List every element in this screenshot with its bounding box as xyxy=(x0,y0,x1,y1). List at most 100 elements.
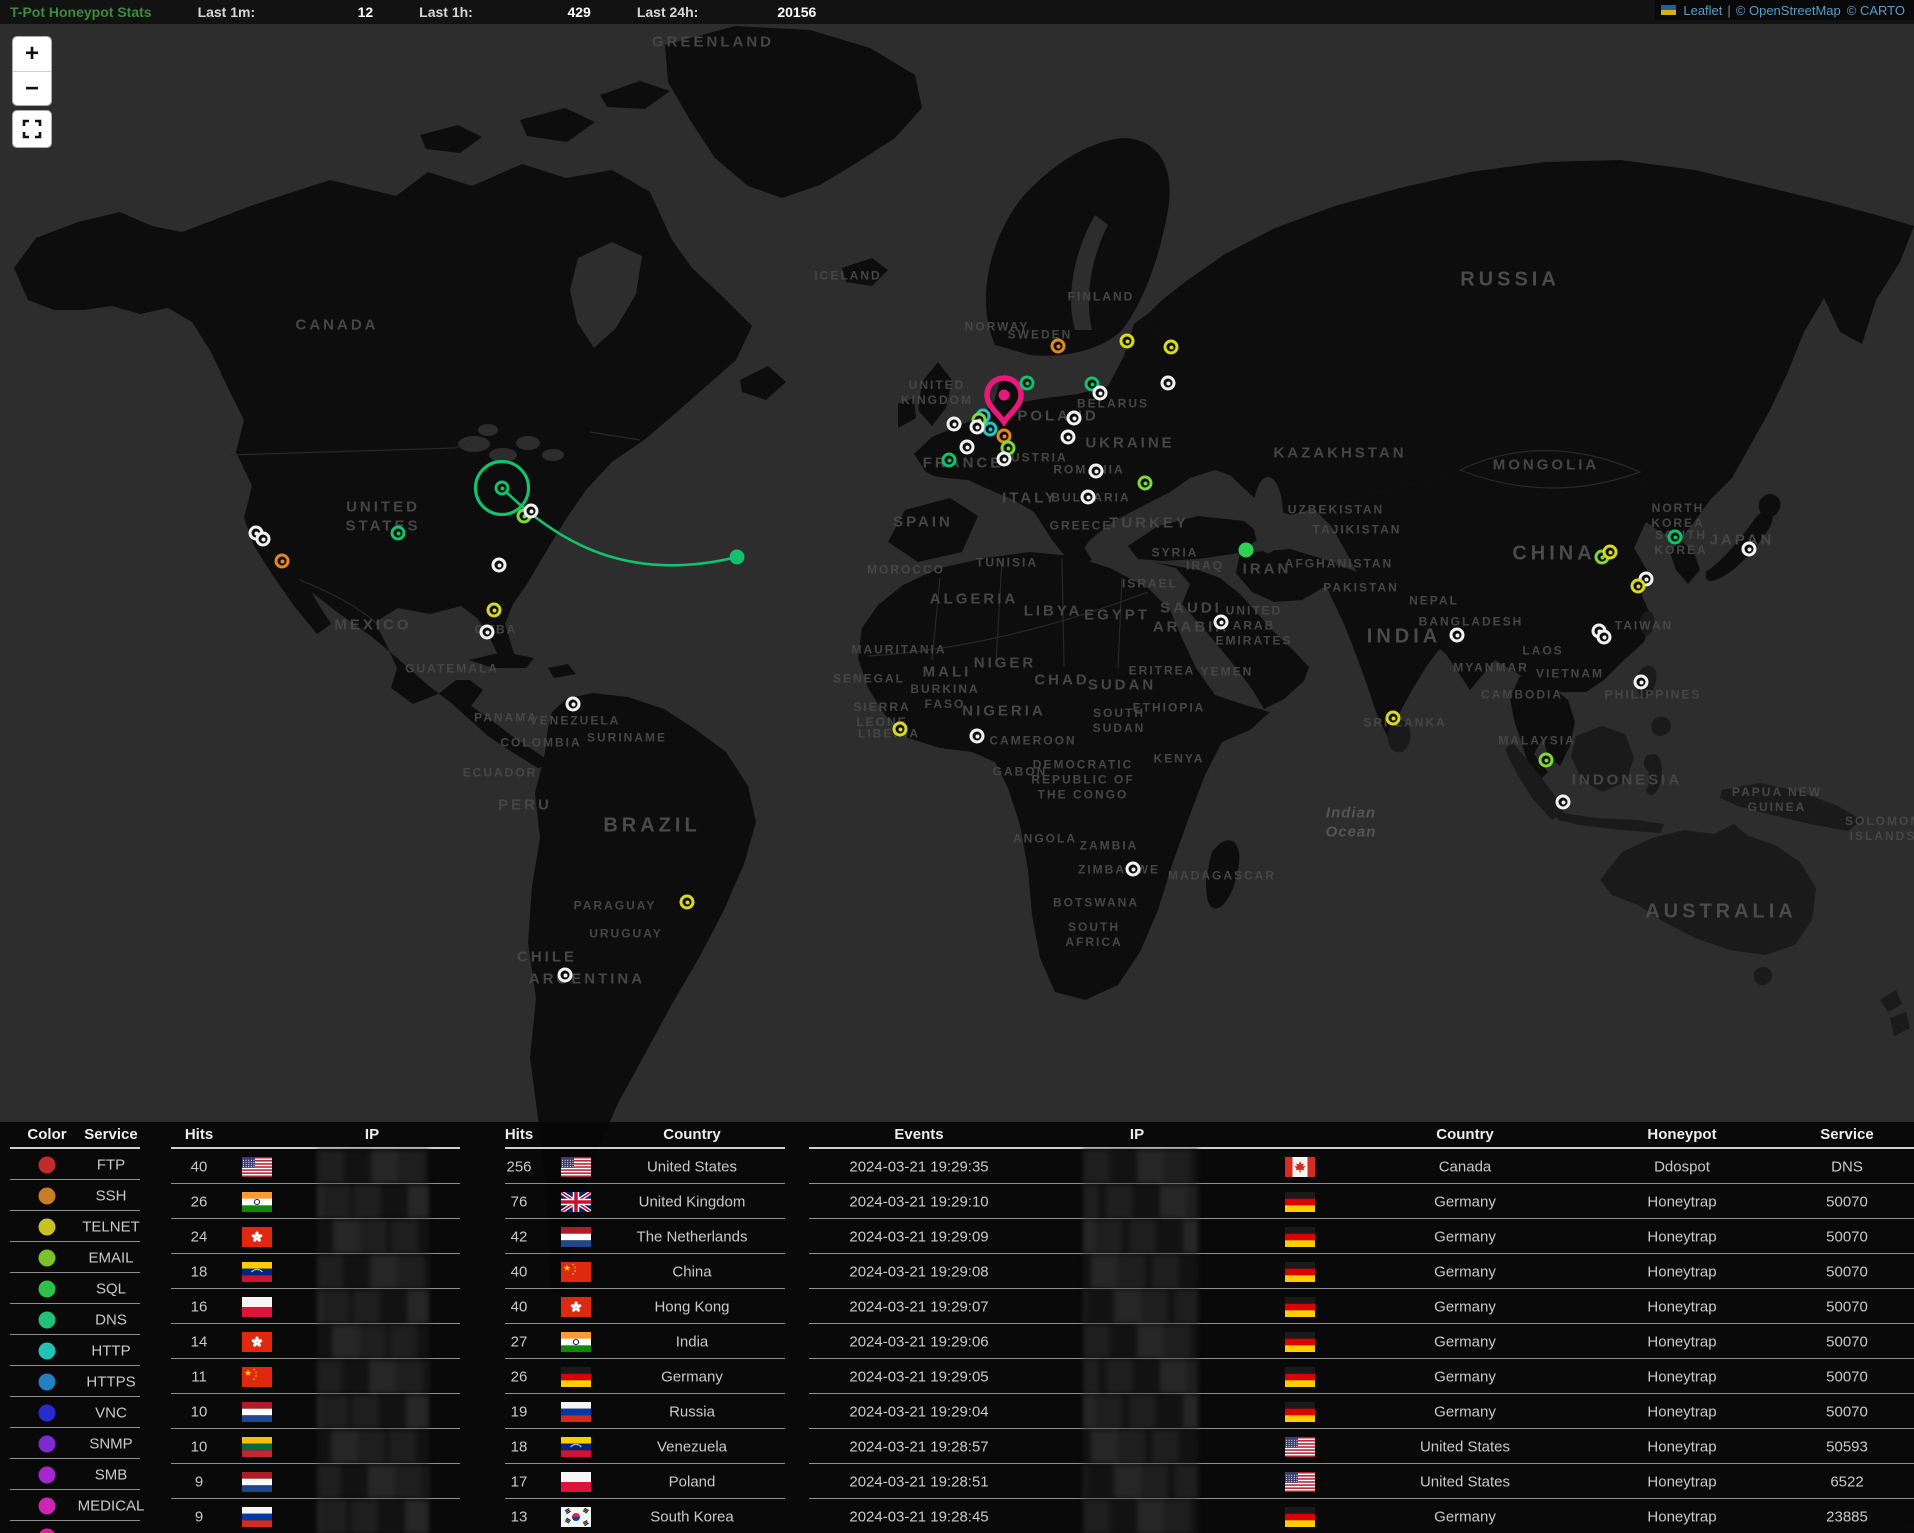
legend-row: HTTP xyxy=(10,1335,140,1366)
hits-country-row[interactable]: 19 Russia xyxy=(505,1394,785,1429)
event-row[interactable]: 2024-03-21 19:29:08 Germany Honeytrap 50070 xyxy=(809,1254,1914,1289)
hits-country-row[interactable]: 40 China xyxy=(505,1254,785,1289)
event-row[interactable]: 2024-03-21 19:29:10 Germany Honeytrap 50070 xyxy=(809,1184,1914,1219)
event-row[interactable]: 2024-03-21 19:29:05 Germany Honeytrap 50070 xyxy=(809,1359,1914,1394)
hits-country-row[interactable]: 13 South Korea xyxy=(505,1499,785,1533)
attack-marker[interactable] xyxy=(1163,339,1179,355)
attack-marker[interactable] xyxy=(557,967,573,983)
attack-marker[interactable] xyxy=(959,439,975,455)
hits-ip-row[interactable]: 9 xyxy=(171,1464,460,1499)
attack-marker[interactable] xyxy=(1449,627,1465,643)
column-header: Country xyxy=(663,1126,721,1143)
attack-marker[interactable] xyxy=(1066,410,1082,426)
attack-marker[interactable] xyxy=(390,525,406,541)
zoom-out-button[interactable]: − xyxy=(13,71,51,105)
attack-marker[interactable] xyxy=(969,419,985,435)
attack-marker[interactable] xyxy=(1555,794,1571,810)
flag-cell xyxy=(561,1331,591,1352)
zoom-in-button[interactable]: + xyxy=(13,37,51,71)
leaflet-link[interactable]: Leaflet xyxy=(1683,2,1723,18)
map-attribution: Leaflet | © OpenStreetMap © CARTO xyxy=(1655,0,1914,20)
osm-link[interactable]: © OpenStreetMap xyxy=(1735,2,1841,18)
hits-ip-row[interactable]: 9 xyxy=(171,1499,460,1533)
service-port: 50070 xyxy=(1826,1298,1868,1315)
attack-marker[interactable] xyxy=(1633,674,1649,690)
attack-marker[interactable] xyxy=(1160,375,1176,391)
location-pin[interactable] xyxy=(984,375,1024,427)
attack-marker[interactable] xyxy=(1238,542,1254,558)
attack-marker[interactable] xyxy=(486,602,502,618)
attack-marker[interactable] xyxy=(941,452,957,468)
hits-ip-row[interactable]: 14 xyxy=(171,1324,460,1359)
event-row[interactable]: 2024-03-21 19:29:06 Germany Honeytrap 50070 xyxy=(809,1324,1914,1359)
service-color-dot xyxy=(38,1435,56,1452)
service-port: 50070 xyxy=(1826,1263,1868,1280)
hits-country-row[interactable]: 76 United Kingdom xyxy=(505,1184,785,1219)
attack-marker[interactable] xyxy=(729,549,745,565)
attack-marker[interactable] xyxy=(274,553,290,569)
hits-ip-row[interactable]: 40 xyxy=(171,1149,460,1184)
event-row[interactable]: 2024-03-21 19:28:51 United States Honeytra… xyxy=(809,1464,1914,1499)
fullscreen-button[interactable] xyxy=(12,110,52,148)
hits-country-row[interactable]: 40 Hong Kong xyxy=(505,1289,785,1324)
service-color-dot xyxy=(38,1187,56,1204)
attack-marker[interactable] xyxy=(1213,614,1229,630)
hits-country-row[interactable]: 17 Poland xyxy=(505,1464,785,1499)
hits-country-row[interactable]: 27 India xyxy=(505,1324,785,1359)
attack-marker[interactable] xyxy=(494,480,510,496)
event-row[interactable]: 2024-03-21 19:29:35 Canada Ddospot DNS xyxy=(809,1149,1914,1184)
attack-marker[interactable] xyxy=(1667,529,1683,545)
attack-marker[interactable] xyxy=(1092,385,1108,401)
carto-link[interactable]: © CARTO xyxy=(1846,2,1905,18)
flag-cell xyxy=(561,1506,591,1527)
attack-marker[interactable] xyxy=(255,531,271,547)
attack-marker[interactable] xyxy=(523,503,539,519)
hits-ip-row[interactable]: 26 xyxy=(171,1184,460,1219)
attack-marker[interactable] xyxy=(1088,463,1104,479)
attack-marker[interactable] xyxy=(491,557,507,573)
attack-marker[interactable] xyxy=(1741,541,1757,557)
row-divider xyxy=(505,1358,785,1359)
flag-cell xyxy=(1285,1296,1315,1317)
attack-marker[interactable] xyxy=(565,696,581,712)
attack-marker[interactable] xyxy=(1060,429,1076,445)
attack-marker[interactable] xyxy=(679,894,695,910)
attack-marker[interactable] xyxy=(1538,752,1554,768)
anatolia xyxy=(1128,516,1262,561)
hits-ip-row[interactable]: 18 xyxy=(171,1254,460,1289)
attack-marker[interactable] xyxy=(1080,489,1096,505)
event-row[interactable]: 2024-03-21 19:29:07 Germany Honeytrap 50070 xyxy=(809,1289,1914,1324)
flag-icon-ve xyxy=(242,1261,272,1282)
event-row[interactable]: 2024-03-21 19:29:04 Germany Honeytrap 50070 xyxy=(809,1394,1914,1429)
hits-country-row[interactable]: 26 Germany xyxy=(505,1359,785,1394)
hits-country-row[interactable]: 256 United States xyxy=(505,1149,785,1184)
attack-marker[interactable] xyxy=(1119,333,1135,349)
hits-ip-row[interactable]: 10 xyxy=(171,1429,460,1464)
attack-marker[interactable] xyxy=(946,416,962,432)
attack-marker[interactable] xyxy=(892,721,908,737)
event-row[interactable]: 2024-03-21 19:29:09 Germany Honeytrap 50070 xyxy=(809,1219,1914,1254)
hits-country-row[interactable]: 18 Venezuela xyxy=(505,1429,785,1464)
hits-ip-row[interactable]: 10 xyxy=(171,1394,460,1429)
event-row[interactable]: 2024-03-21 19:28:45 Germany Honeytrap 23885 xyxy=(809,1499,1914,1533)
hits-ip-row[interactable]: 24 xyxy=(171,1219,460,1254)
flag-cell xyxy=(1285,1366,1315,1387)
hits-country-row[interactable]: 42 The Netherlands xyxy=(505,1219,785,1254)
hits-ip-row[interactable]: 11 xyxy=(171,1359,460,1394)
attack-marker[interactable] xyxy=(1137,475,1153,491)
attack-marker[interactable] xyxy=(1385,710,1401,726)
attack-marker[interactable] xyxy=(1602,544,1618,560)
attack-marker[interactable] xyxy=(1125,861,1141,877)
attack-marker[interactable] xyxy=(1050,338,1066,354)
attack-marker[interactable] xyxy=(1019,375,1035,391)
attack-marker[interactable] xyxy=(1596,629,1612,645)
legend-row: VNC xyxy=(10,1397,140,1428)
flag-icon-cn xyxy=(242,1366,272,1387)
event-row[interactable]: 2024-03-21 19:28:57 United States Honeytra… xyxy=(809,1429,1914,1464)
hits-ip-row[interactable]: 16 xyxy=(171,1289,460,1324)
attack-marker[interactable] xyxy=(969,728,985,744)
attack-marker[interactable] xyxy=(996,451,1012,467)
hits-count: 256 xyxy=(506,1158,532,1175)
attack-marker[interactable] xyxy=(1630,578,1646,594)
attack-marker[interactable] xyxy=(479,624,495,640)
